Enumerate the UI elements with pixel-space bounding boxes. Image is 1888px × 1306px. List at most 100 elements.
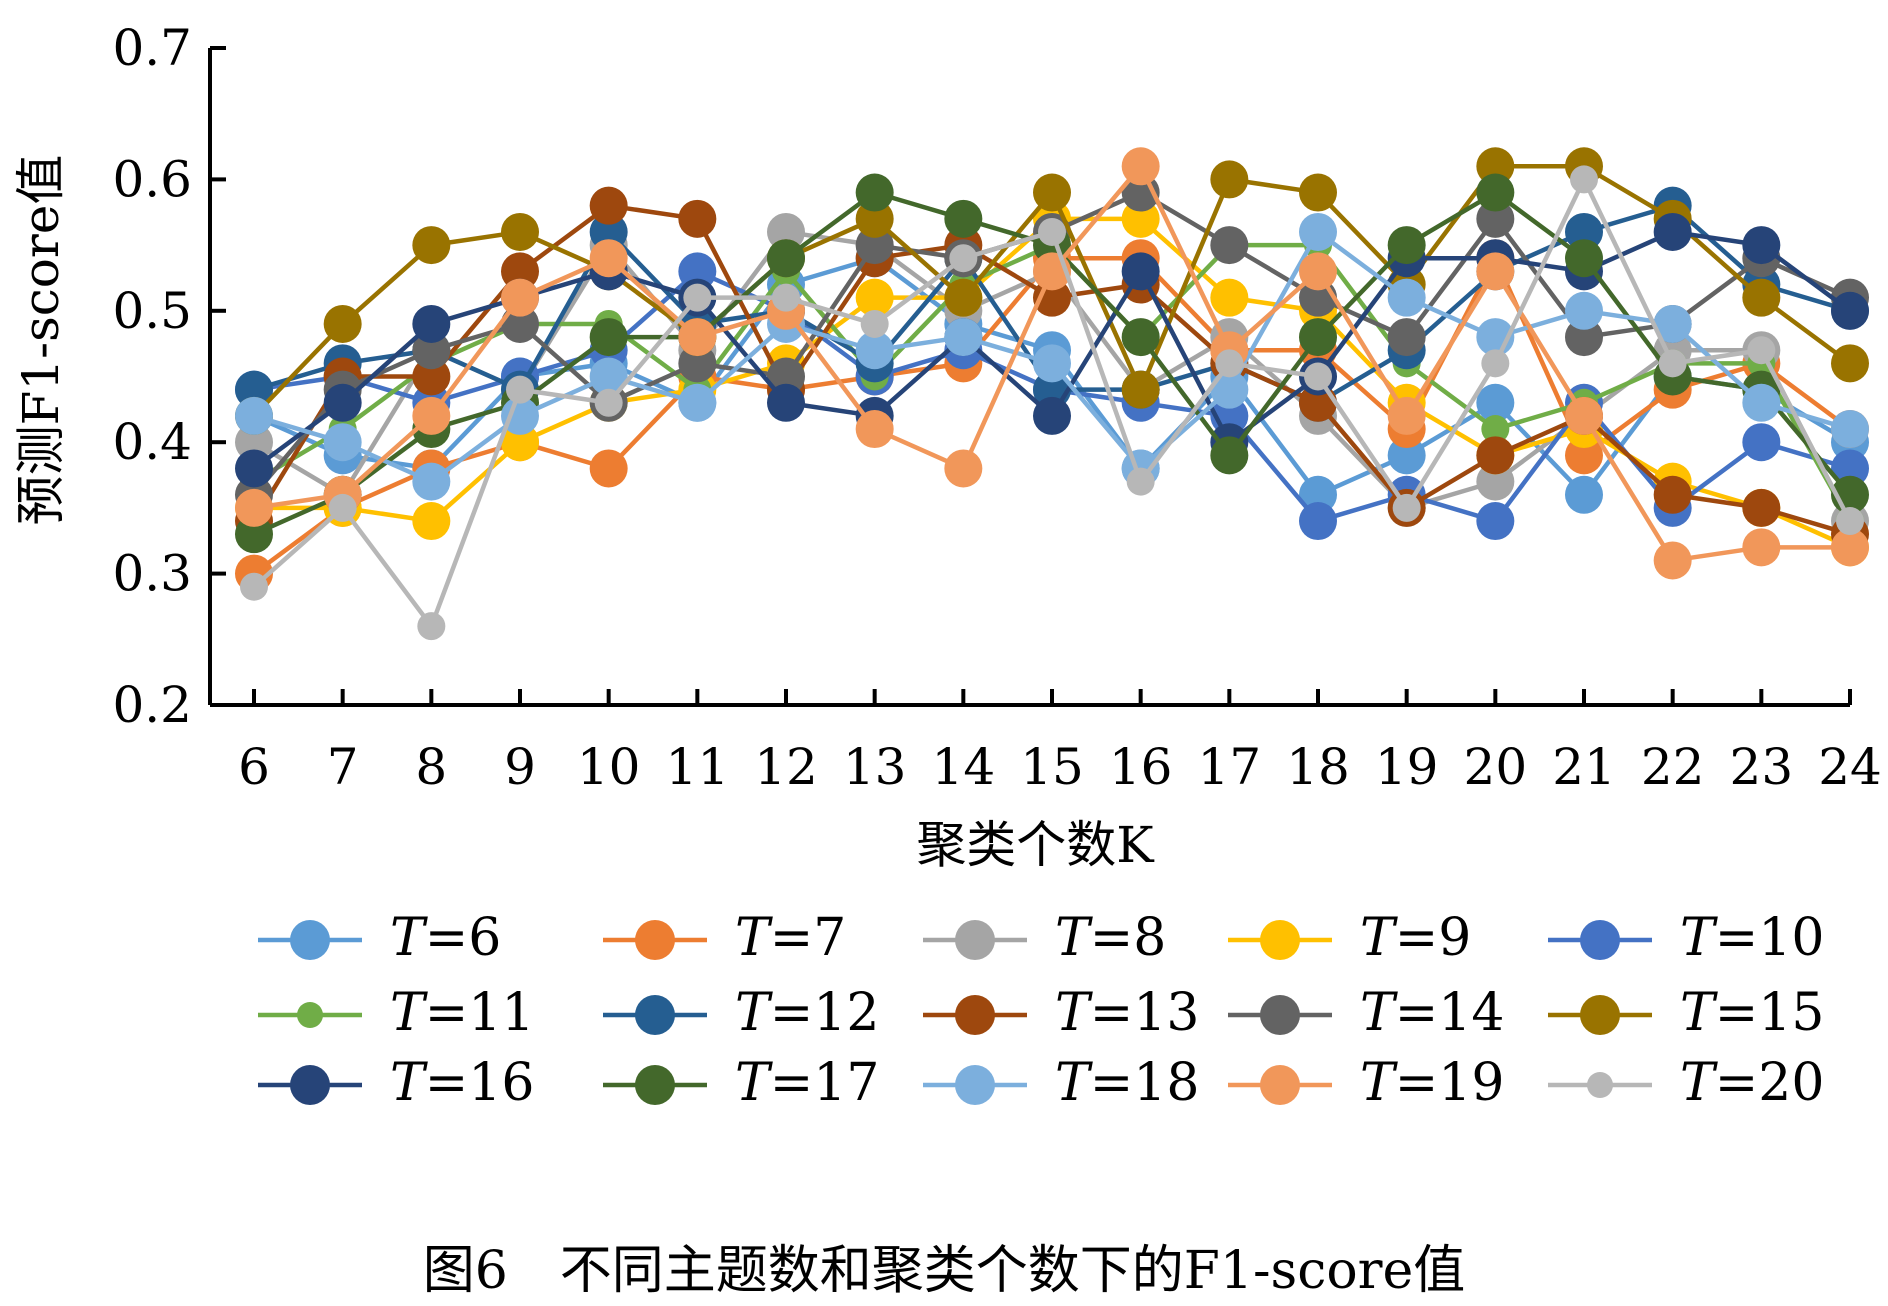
data-point <box>417 612 446 641</box>
data-point <box>1387 396 1426 435</box>
data-point <box>1210 278 1249 317</box>
x-tick-label: 16 <box>1109 738 1173 796</box>
x-tick-label: 10 <box>577 738 641 796</box>
data-point <box>1121 252 1160 291</box>
legend-label: T=7 <box>735 908 847 968</box>
data-point <box>949 244 978 273</box>
legend-item: T=13 <box>915 975 1235 1045</box>
chart-series <box>235 147 1869 641</box>
data-point <box>767 239 805 278</box>
data-point <box>1476 199 1515 238</box>
data-point <box>1387 278 1426 317</box>
legend-swatch <box>923 920 1027 960</box>
x-tick-label: 24 <box>1818 738 1882 796</box>
data-point <box>678 383 717 422</box>
data-point <box>501 423 539 462</box>
data-point <box>412 226 451 265</box>
data-point <box>1831 344 1869 383</box>
data-point <box>767 357 805 396</box>
data-point <box>1033 344 1071 383</box>
series-T=20 <box>240 165 1864 641</box>
legend-item: T=6 <box>250 900 570 970</box>
legend-item: T=9 <box>1220 900 1540 970</box>
legend-label: T=20 <box>1680 1053 1825 1113</box>
data-point <box>1481 349 1510 378</box>
data-point <box>235 449 273 488</box>
data-point <box>1210 226 1249 265</box>
data-point <box>1831 528 1869 567</box>
x-tick-label: 12 <box>754 738 818 796</box>
data-point <box>1742 383 1781 422</box>
data-point <box>1038 217 1066 246</box>
data-point <box>412 304 451 343</box>
data-point <box>1565 396 1603 435</box>
y-axis-title: 预测F1-score值 <box>12 155 70 526</box>
x-tick-label: 22 <box>1641 738 1705 796</box>
data-point <box>323 423 362 462</box>
data-point <box>767 212 805 251</box>
data-point <box>1392 493 1421 522</box>
legend-item: T=16 <box>250 1045 570 1115</box>
data-point <box>1742 528 1781 567</box>
legend-swatch <box>1548 920 1652 960</box>
data-point <box>1565 436 1603 475</box>
data-point <box>1387 226 1426 265</box>
legend-label: T=14 <box>1360 983 1505 1043</box>
data-point <box>589 357 628 396</box>
data-point <box>1836 507 1864 536</box>
y-tick-label: 0.7 <box>112 19 192 77</box>
data-point <box>678 344 717 383</box>
data-point <box>1299 318 1337 357</box>
x-tick-label: 9 <box>504 738 536 796</box>
x-tick-label: 15 <box>1020 738 1084 796</box>
legend-label: T=12 <box>735 983 880 1043</box>
data-point <box>1742 423 1781 462</box>
data-point <box>1121 147 1160 186</box>
data-point <box>1565 239 1603 278</box>
data-point <box>683 283 712 312</box>
data-point <box>1299 252 1337 291</box>
data-point <box>1481 415 1510 444</box>
data-point <box>235 370 273 409</box>
y-tick-label: 0.3 <box>112 545 192 603</box>
legend-item: T=19 <box>1220 1045 1540 1115</box>
data-point <box>1565 475 1603 514</box>
data-point <box>412 331 451 370</box>
legend-label: T=15 <box>1680 983 1825 1043</box>
data-point <box>1653 475 1692 514</box>
legend-label: T=8 <box>1055 908 1167 968</box>
legend-label: T=16 <box>390 1053 535 1113</box>
data-point <box>501 212 539 251</box>
data-point <box>1121 318 1160 357</box>
data-point <box>1747 336 1776 365</box>
legend-item: T=10 <box>1540 900 1860 970</box>
data-point <box>1742 226 1781 265</box>
legend-swatch <box>603 1065 707 1105</box>
data-point <box>1033 173 1071 212</box>
legend-item: T=18 <box>915 1045 1235 1115</box>
line-chart: 0.2 0.3 0.4 0.5 0.6 0.7 6 7 8 9 10 11 12 13 14 15 16 17 18… <box>12 19 1882 874</box>
legend-swatch <box>1228 995 1332 1035</box>
data-point <box>1387 318 1426 357</box>
legend-swatch <box>1228 920 1332 960</box>
x-axis-title: 聚类个数K <box>916 816 1155 874</box>
legend-item: T=7 <box>595 900 915 970</box>
data-point <box>678 199 717 238</box>
x-tick-label: 19 <box>1375 738 1439 796</box>
legend-swatch <box>1548 1072 1652 1098</box>
data-point <box>1570 165 1598 194</box>
data-point <box>1653 304 1692 343</box>
legend-item: T=14 <box>1220 975 1540 1045</box>
data-point <box>323 383 362 422</box>
legend-swatch <box>258 1065 362 1105</box>
legend-swatch <box>258 1002 362 1028</box>
data-point <box>1476 436 1515 475</box>
data-point <box>678 252 717 291</box>
data-point <box>1831 291 1869 330</box>
data-point <box>328 493 357 522</box>
data-point <box>1831 449 1869 488</box>
data-point <box>1476 383 1515 422</box>
data-point <box>412 396 451 435</box>
legend-item: T=8 <box>915 900 1235 970</box>
data-point <box>589 449 628 488</box>
